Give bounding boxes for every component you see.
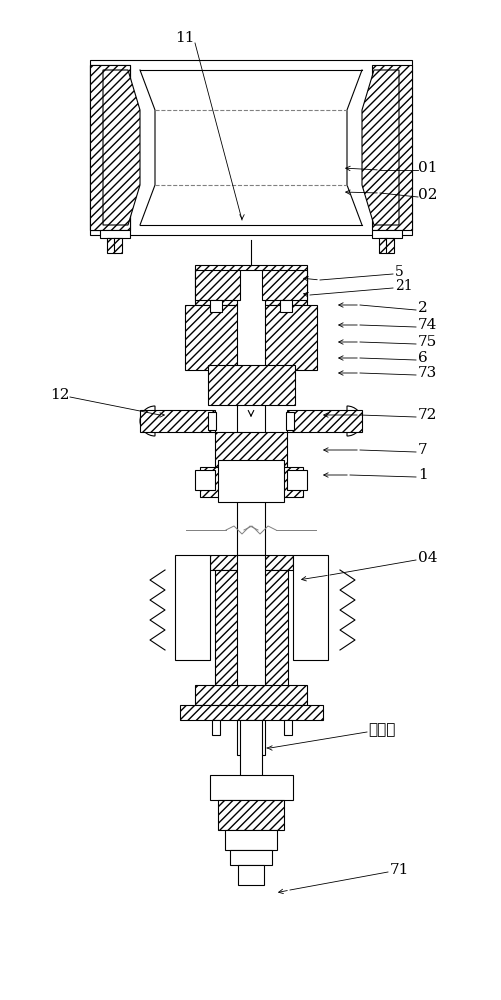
Bar — [209, 555, 293, 570]
Text: 71: 71 — [389, 863, 408, 877]
Bar — [280, 300, 292, 312]
Wedge shape — [140, 406, 155, 436]
Bar — [229, 850, 272, 865]
Polygon shape — [194, 270, 239, 300]
Bar — [237, 865, 264, 885]
Text: 72: 72 — [417, 408, 436, 422]
Bar — [371, 65, 411, 230]
Text: 1: 1 — [417, 468, 427, 482]
Text: 2: 2 — [417, 301, 427, 315]
Bar — [209, 300, 221, 312]
Bar — [90, 65, 130, 230]
Bar — [194, 265, 307, 305]
Bar — [180, 705, 322, 720]
Polygon shape — [287, 410, 361, 432]
Bar — [107, 238, 115, 253]
Text: 01: 01 — [417, 161, 437, 175]
Bar — [194, 685, 307, 705]
Bar — [90, 60, 411, 235]
Bar — [224, 830, 277, 850]
Bar — [286, 412, 294, 430]
Bar — [287, 470, 307, 490]
Text: 12: 12 — [50, 388, 69, 402]
Bar — [293, 555, 327, 660]
Bar — [217, 800, 284, 830]
Bar — [385, 238, 393, 253]
Text: 04: 04 — [417, 551, 437, 565]
Bar — [194, 470, 214, 490]
Bar — [284, 720, 292, 735]
Text: 75: 75 — [417, 335, 436, 349]
Polygon shape — [262, 270, 307, 300]
Bar — [371, 230, 401, 238]
Polygon shape — [103, 70, 140, 225]
Bar — [236, 555, 265, 755]
Bar — [243, 780, 258, 788]
Bar — [246, 788, 255, 793]
Text: 6: 6 — [417, 351, 427, 365]
Bar — [214, 570, 288, 690]
Bar — [199, 467, 303, 497]
Bar — [211, 720, 219, 735]
Bar — [175, 555, 209, 660]
Text: 活塞杆: 活塞杆 — [367, 722, 395, 738]
Bar — [378, 238, 386, 253]
Text: 5: 5 — [394, 265, 403, 279]
Text: 74: 74 — [417, 318, 436, 332]
Wedge shape — [346, 406, 361, 436]
Bar — [209, 775, 293, 800]
Bar — [207, 365, 295, 405]
Text: 11: 11 — [175, 31, 194, 45]
Bar — [217, 460, 284, 502]
Bar — [214, 432, 287, 467]
Bar — [236, 270, 265, 620]
Text: 02: 02 — [417, 188, 437, 202]
Polygon shape — [90, 65, 130, 230]
Bar — [207, 412, 215, 430]
Bar — [114, 238, 122, 253]
Text: 73: 73 — [417, 366, 436, 380]
Polygon shape — [140, 410, 214, 432]
Bar — [239, 720, 262, 780]
Bar — [185, 305, 316, 370]
Text: 7: 7 — [417, 443, 427, 457]
Text: 21: 21 — [394, 279, 412, 293]
Bar — [100, 230, 130, 238]
Polygon shape — [361, 70, 398, 225]
